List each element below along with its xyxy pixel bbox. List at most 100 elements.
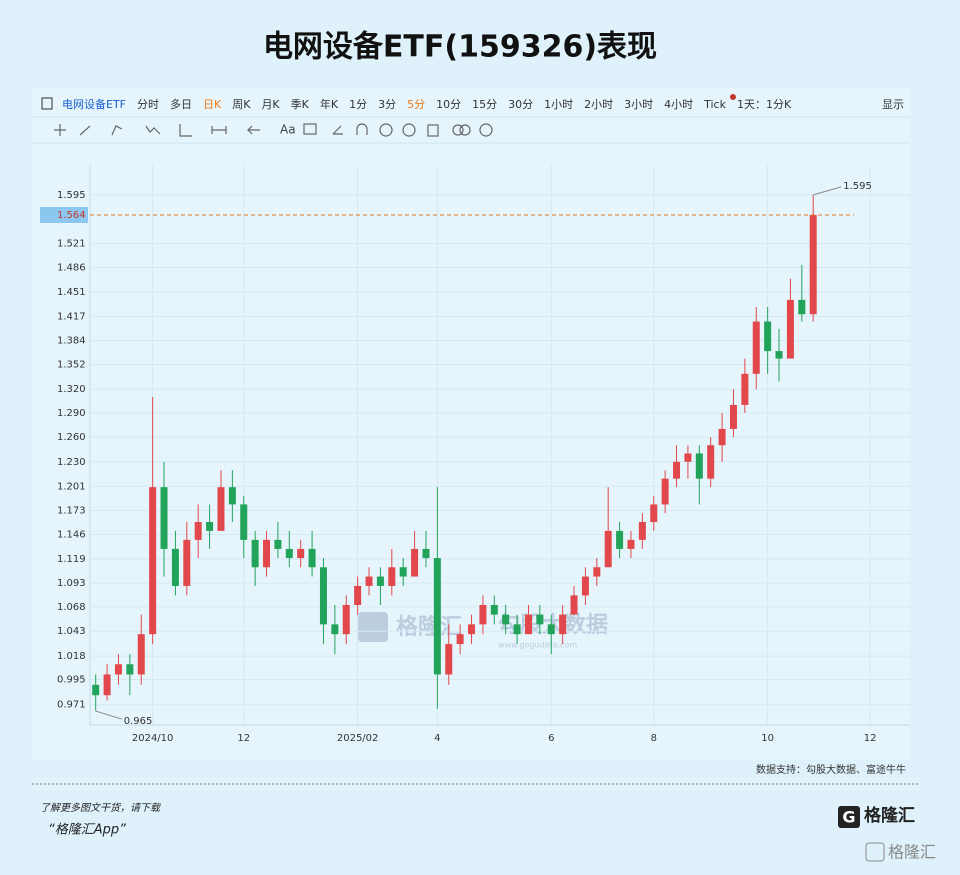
candle-body: [627, 539, 635, 549]
candle-body: [183, 539, 191, 586]
toolbar-item[interactable]: 2小时: [584, 98, 614, 111]
y-tick-label: 1.119: [57, 554, 86, 565]
tool-compare[interactable]: [452, 124, 464, 136]
candle-body: [263, 539, 271, 568]
candle-body: [171, 548, 179, 586]
candle-body: [445, 644, 453, 675]
tool-move[interactable]: [54, 124, 66, 136]
toolbar-item[interactable]: 30分: [508, 98, 534, 111]
candle-body: [194, 521, 202, 540]
candle-body: [240, 504, 248, 540]
logo-text: 格隆汇: [864, 805, 915, 826]
y-tick-label: 1.043: [57, 626, 86, 637]
y-tick-label: 1.260: [57, 432, 86, 443]
toolbar-item[interactable]: 多日: [170, 98, 192, 111]
toolbar-item[interactable]: 5分: [407, 98, 426, 111]
candle-body: [809, 214, 817, 315]
chart-panel: [32, 88, 910, 760]
x-tick-label: 2024/10: [132, 733, 174, 744]
candle-body: [388, 567, 396, 586]
tool-angle[interactable]: [332, 125, 343, 135]
x-tick-label: 8: [651, 733, 657, 744]
candle-body: [638, 521, 646, 540]
candle-body: [729, 404, 737, 429]
candle-body: [536, 614, 544, 625]
toolbar-item[interactable]: 4小时: [664, 98, 694, 111]
toolbar-item[interactable]: 显示: [882, 98, 904, 111]
candle-body: [228, 487, 236, 505]
candle-body: [707, 445, 715, 479]
toolbar-item[interactable]: 10分: [436, 98, 462, 111]
tool-measure[interactable]: [211, 126, 227, 134]
tool-ray[interactable]: [111, 125, 123, 136]
y-tick-label: 1.417: [57, 311, 86, 322]
candle-body: [684, 453, 692, 462]
candle-body: [798, 299, 806, 315]
toolbar-item[interactable]: 年K: [319, 98, 339, 111]
toolbar-item[interactable]: 月K: [261, 98, 280, 111]
toolbar-item[interactable]: 1天：1分K: [736, 98, 792, 111]
candle-body: [490, 604, 498, 615]
tool-fib[interactable]: [179, 124, 192, 137]
candle-body: [718, 428, 726, 446]
toolbar-item[interactable]: Tick: [704, 97, 726, 111]
toolbar-item[interactable]: 3小时: [624, 98, 654, 111]
y-tick-label: 1.146: [57, 529, 86, 540]
candle-body: [570, 595, 578, 615]
candle-body: [513, 624, 521, 635]
tool-delete[interactable]: [427, 124, 439, 137]
y-tick-label: 1.595: [57, 190, 86, 201]
y-tick-label: 1.521: [57, 239, 86, 250]
tool-note[interactable]: [303, 123, 317, 135]
y-tick-label: 1.093: [57, 578, 86, 589]
toolbar-item[interactable]: 电网设备ETF: [62, 98, 126, 111]
y-tick-label: 1.290: [57, 408, 86, 419]
watermark-icon: [358, 612, 388, 642]
tool-settings[interactable]: [479, 123, 493, 137]
toolbar-item[interactable]: 1分: [349, 98, 368, 111]
toolbar-item[interactable]: 15分: [472, 98, 498, 111]
tool-text[interactable]: Aa: [280, 123, 296, 137]
tool-arrow[interactable]: [247, 125, 260, 135]
candle-body: [593, 567, 601, 577]
tool-magnet[interactable]: [356, 123, 368, 135]
candle-body: [695, 453, 703, 479]
watermark-url: www.gogudata.com: [498, 641, 577, 650]
source-note: 数据支持：勾股大数据、富途牛牛: [756, 763, 906, 776]
y-tick-label: 1.068: [57, 602, 86, 613]
candle-body: [786, 299, 794, 359]
tool-hide[interactable]: [402, 123, 416, 137]
toolbar-item[interactable]: 日K: [203, 98, 222, 111]
candle-body: [92, 684, 100, 696]
candle-body: [604, 530, 612, 568]
candle-body: [468, 624, 476, 635]
candle-body: [741, 373, 749, 405]
candle-body: [331, 624, 339, 635]
tool-compare[interactable]: [459, 124, 471, 136]
x-tick-label: 12: [864, 733, 877, 744]
y-tick-label: 0.995: [57, 675, 86, 686]
x-tick-label: 2025/02: [337, 733, 379, 744]
x-tick-label: 6: [548, 733, 554, 744]
toolbar-item[interactable]: 季K: [290, 98, 309, 111]
tool-lock[interactable]: [379, 123, 393, 137]
candle-body: [319, 567, 327, 625]
tool-line[interactable]: [79, 125, 91, 136]
toolbar-item[interactable]: 周K: [232, 98, 251, 111]
drawing-tools: [54, 123, 493, 137]
toolbar-item[interactable]: 1小时: [544, 98, 574, 111]
footer-note: 了解更多图文干货，请下载: [40, 802, 162, 814]
toolbar-item[interactable]: 分时: [137, 98, 159, 111]
min-label: 0.965: [124, 716, 153, 727]
candle-body: [342, 604, 350, 635]
tool-wave[interactable]: [145, 125, 161, 135]
x-tick-label: 10: [761, 733, 774, 744]
corner-logo-text: 格隆汇: [888, 843, 936, 862]
candle-body: [433, 558, 441, 675]
candle-body: [775, 351, 783, 359]
toolbar-item[interactable]: 3分: [378, 98, 397, 111]
page-title: 电网设备ETF(159326)表现: [263, 30, 657, 65]
candle-body: [422, 548, 430, 559]
